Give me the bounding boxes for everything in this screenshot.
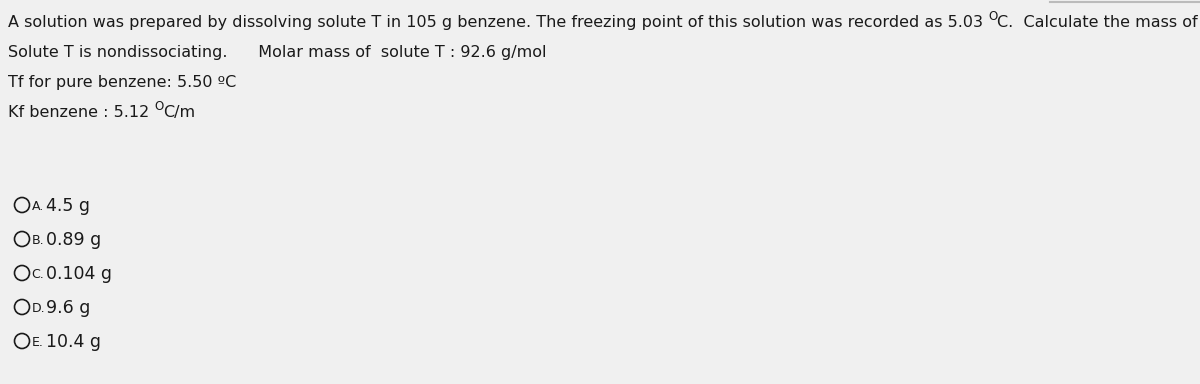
Text: 10.4 g: 10.4 g (46, 333, 101, 351)
Text: D.: D. (31, 301, 46, 314)
Text: C.: C. (31, 268, 44, 280)
Text: 0.104 g: 0.104 g (46, 265, 112, 283)
Text: 4.5 g: 4.5 g (46, 197, 90, 215)
Text: Tf for pure benzene: 5.50 ºC: Tf for pure benzene: 5.50 ºC (8, 75, 236, 90)
Text: A solution was prepared by dissolving solute T in 105 g benzene. The freezing po: A solution was prepared by dissolving so… (8, 15, 988, 30)
Text: A.: A. (31, 200, 43, 212)
Text: 9.6 g: 9.6 g (46, 299, 90, 317)
Text: O: O (155, 100, 163, 113)
Text: C.  Calculate the mass of solute T in this solution.: C. Calculate the mass of solute T in thi… (997, 15, 1200, 30)
Text: C/m: C/m (163, 105, 196, 120)
Text: O: O (988, 10, 997, 23)
Text: E.: E. (31, 336, 43, 349)
Text: 0.89 g: 0.89 g (46, 231, 101, 249)
Text: Solute T is nondissociating.      Molar mass of  solute T : 92.6 g/mol: Solute T is nondissociating. Molar mass … (8, 45, 546, 60)
Text: Kf benzene : 5.12: Kf benzene : 5.12 (8, 105, 155, 120)
Text: B.: B. (31, 233, 44, 247)
